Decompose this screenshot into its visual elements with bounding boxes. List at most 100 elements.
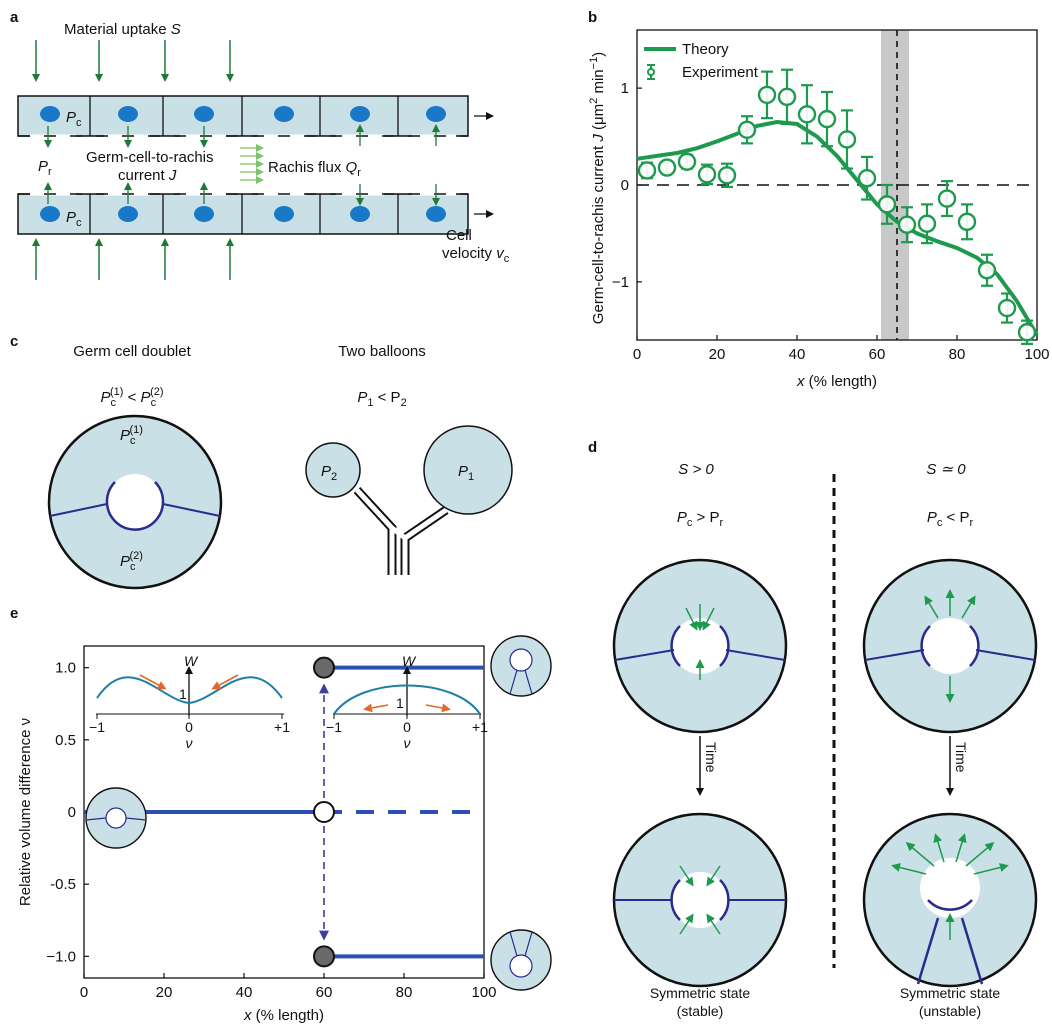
inset-right-tick-0: −1 <box>326 719 342 735</box>
inset-right-tick-1: 0 <box>403 719 411 735</box>
xlabel-b: x (% length) <box>796 373 877 390</box>
state-icon-top <box>490 635 552 697</box>
inset-right-xlabel: ν <box>404 735 411 751</box>
experiment-point <box>697 163 717 186</box>
doublet-p2-label: Pc(2) <box>120 550 143 573</box>
experiment-point <box>837 109 857 170</box>
current-arrows <box>44 124 440 206</box>
experiment-point <box>657 158 677 177</box>
balloons-title: Two balloons <box>338 343 426 360</box>
experiment-point <box>717 162 737 189</box>
experiment-point <box>857 155 877 201</box>
theory-curve <box>636 119 1039 337</box>
inset-left-tick-0: −1 <box>89 719 105 735</box>
experiment-point <box>817 90 837 148</box>
doublet-inequality: Pc(1) < Pc(2) <box>100 386 163 409</box>
unstable-condition: S ≃ 0 <box>926 461 966 478</box>
inset-left-tick-2: +1 <box>274 719 290 735</box>
panel-a: a Material uptake S <box>10 9 510 280</box>
panel-d: d S > 0 S ≃ 0 Pc > Pr Pc < Pr Time <box>588 439 1038 1019</box>
legend-experiment: Experiment <box>682 64 759 81</box>
inset-left-tick-1: 0 <box>185 719 193 735</box>
unstable-time-arrow: Time <box>946 736 969 796</box>
x-tick-label-e: 20 <box>156 984 173 1001</box>
inset-left-w: W <box>184 653 199 669</box>
nuclei <box>40 106 446 222</box>
stable-inequality: Pc > Pr <box>677 509 724 529</box>
state-icon-bottom <box>490 929 552 991</box>
experiment-point <box>737 115 757 145</box>
unstable-cell-after <box>862 812 1038 988</box>
unstable-cell-before <box>862 558 1038 734</box>
x-tick-label-b: 40 <box>789 346 806 363</box>
inset-right-tick-2: +1 <box>472 719 488 735</box>
y-tick-label-b: 1 <box>621 80 629 97</box>
balloon-inequality: P1 < P2 <box>357 389 406 409</box>
x-tick-label-e: 100 <box>471 984 496 1001</box>
stable-condition: S > 0 <box>678 461 714 478</box>
y-tick-label-e: 1.0 <box>55 660 76 677</box>
experiment-point <box>777 68 797 126</box>
time-label-unstable: Time <box>953 742 969 773</box>
x-tick-label-b: 60 <box>869 346 886 363</box>
balloon-p2-label: P2 <box>321 463 337 483</box>
panel-label-a: a <box>10 9 19 26</box>
bifurcation-points <box>313 656 335 968</box>
experiment-point <box>797 84 817 145</box>
balloons-diagram: P2 P1 <box>305 425 513 575</box>
material-uptake-label: Material uptake S <box>64 21 181 38</box>
ylabel-e: Relative volume difference ν <box>17 718 34 906</box>
stable-time-arrow: Time <box>696 736 719 796</box>
current-label-line2: current J <box>118 167 177 184</box>
x-tick-label-b: 80 <box>949 346 966 363</box>
axis-ticks-b: 0 20 40 60 80 100 1 0 −1 <box>612 80 1050 363</box>
x-tick-label-b: 20 <box>709 346 726 363</box>
experiment-point <box>937 180 957 218</box>
stable-cell-before <box>612 558 788 734</box>
panel-label-b: b <box>588 9 597 26</box>
experiment-point <box>957 203 977 241</box>
experiment-point <box>877 183 897 225</box>
experiment-point <box>757 70 777 120</box>
xlabel-e: x (% length) <box>243 1007 324 1024</box>
rachis-flux-label: Rachis flux Qr <box>268 159 361 179</box>
y-tick-label-e: -0.5 <box>50 876 76 893</box>
experiment-point <box>897 206 917 244</box>
legend-theory: Theory <box>682 41 729 58</box>
cell-velocity-line1: Cell <box>446 227 472 244</box>
panel-label-c: c <box>10 333 18 350</box>
rachis-flux-arrows <box>240 144 264 184</box>
doublet-diagram: Pc(1) Pc(2) <box>47 414 223 590</box>
germline-tube <box>17 95 469 235</box>
experiment-points <box>637 68 1037 345</box>
ylabel-b: Germ-cell-to-rachis current J (μm2 min−1… <box>588 52 607 324</box>
uptake-arrows-top <box>32 40 234 82</box>
stable-cell-after <box>612 812 788 988</box>
inset-left-one: 1 <box>179 686 187 702</box>
inset-right: W 1 −1 0 +1 ν <box>326 653 488 751</box>
x-tick-label-b: 100 <box>1024 346 1049 363</box>
experiment-point <box>637 161 657 180</box>
doublet-title: Germ cell doublet <box>73 343 191 360</box>
current-label-line1: Germ-cell-to-rachis <box>86 149 214 166</box>
inset-left: W 1 −1 0 +1 ν <box>89 653 290 751</box>
unstable-caption-line1: Symmetric state <box>900 985 1001 1001</box>
uptake-arrows-bottom <box>32 238 234 280</box>
time-label-stable: Time <box>703 742 719 773</box>
experiment-point <box>997 292 1017 324</box>
pr-label: Pr <box>38 158 52 178</box>
unstable-node <box>313 801 335 823</box>
stable-node-top <box>313 656 335 679</box>
inset-left-xlabel: ν <box>186 735 193 751</box>
y-tick-label-b: 0 <box>621 177 629 194</box>
balloon-p1-label: P1 <box>458 463 474 483</box>
panel-c: c Germ cell doublet Two balloons Pc(1) <… <box>10 333 513 590</box>
experiment-point <box>977 253 997 287</box>
inset-right-one: 1 <box>396 695 404 711</box>
stable-caption-line1: Symmetric state <box>650 985 751 1001</box>
experiment-point <box>1017 319 1037 345</box>
x-tick-label-e: 40 <box>236 984 253 1001</box>
